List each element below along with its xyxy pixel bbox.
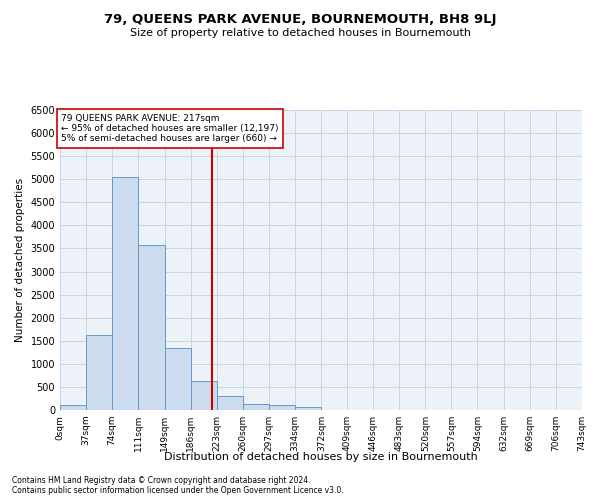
Bar [60,406,86,410]
Y-axis label: Number of detached properties: Number of detached properties [15,178,25,342]
Text: Distribution of detached houses by size in Bournemouth: Distribution of detached houses by size … [164,452,478,462]
Bar [138,245,164,410]
Text: Size of property relative to detached houses in Bournemouth: Size of property relative to detached ho… [130,28,470,38]
Bar [242,404,269,410]
Bar [164,348,191,410]
Text: 79, QUEENS PARK AVENUE, BOURNEMOUTH, BH8 9LJ: 79, QUEENS PARK AVENUE, BOURNEMOUTH, BH8… [104,12,496,26]
Bar [191,382,217,410]
Bar [86,335,112,410]
Bar [269,405,295,410]
Text: Contains HM Land Registry data © Crown copyright and database right 2024.: Contains HM Land Registry data © Crown c… [12,476,311,485]
Bar [217,396,242,410]
Bar [295,407,322,410]
Text: 79 QUEENS PARK AVENUE: 217sqm
← 95% of detached houses are smaller (12,197)
5% o: 79 QUEENS PARK AVENUE: 217sqm ← 95% of d… [61,114,279,144]
Text: Contains public sector information licensed under the Open Government Licence v3: Contains public sector information licen… [12,486,344,495]
Bar [112,177,138,410]
